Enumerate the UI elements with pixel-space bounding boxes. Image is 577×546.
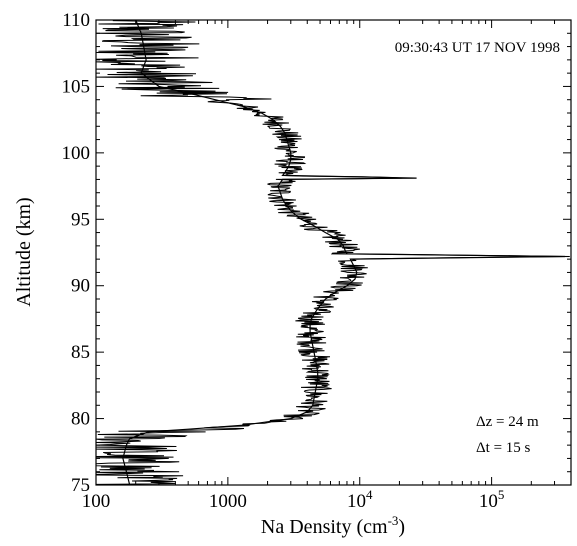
x-axis-title-close: ) <box>398 516 405 538</box>
x-axis-title-main: Na Density (cm <box>261 516 388 538</box>
ticks-layer <box>95 19 571 486</box>
y-tick-label: 100 <box>62 143 91 164</box>
annotation-dt: Δt = 15 s <box>476 440 531 456</box>
series-line <box>122 20 566 485</box>
x-tick-label: 105 <box>479 487 505 512</box>
y-tick-label: 90 <box>71 276 90 297</box>
x-tick-label: 100 <box>82 491 111 512</box>
y-axis-title: Altitude (km) <box>13 197 35 306</box>
annotation-timestamp: 09:30:43 UT 17 NOV 1998 <box>395 40 560 56</box>
series-noise-trace <box>96 20 570 485</box>
y-tick-label: 110 <box>62 10 90 31</box>
annotation-dz: Δz = 24 m <box>476 414 539 430</box>
y-tick-label: 85 <box>71 342 90 363</box>
x-tick-label: 104 <box>347 487 373 512</box>
y-tick-label: 95 <box>71 209 90 230</box>
y-tick-label: 75 <box>71 475 90 496</box>
x-axis-title: Na Density (cm-3) <box>261 513 405 538</box>
y-tick-label: 80 <box>71 409 90 430</box>
tick-labels-layer: 75 80 85 90 95 100 105 110 100 1000 104 105 <box>62 10 505 512</box>
y-tick-label: 105 <box>62 76 91 97</box>
series-layer <box>96 20 570 485</box>
x-axis-title-sup: -3 <box>388 513 399 528</box>
x-tick-label: 1000 <box>209 491 247 512</box>
plot-frame <box>95 19 572 486</box>
